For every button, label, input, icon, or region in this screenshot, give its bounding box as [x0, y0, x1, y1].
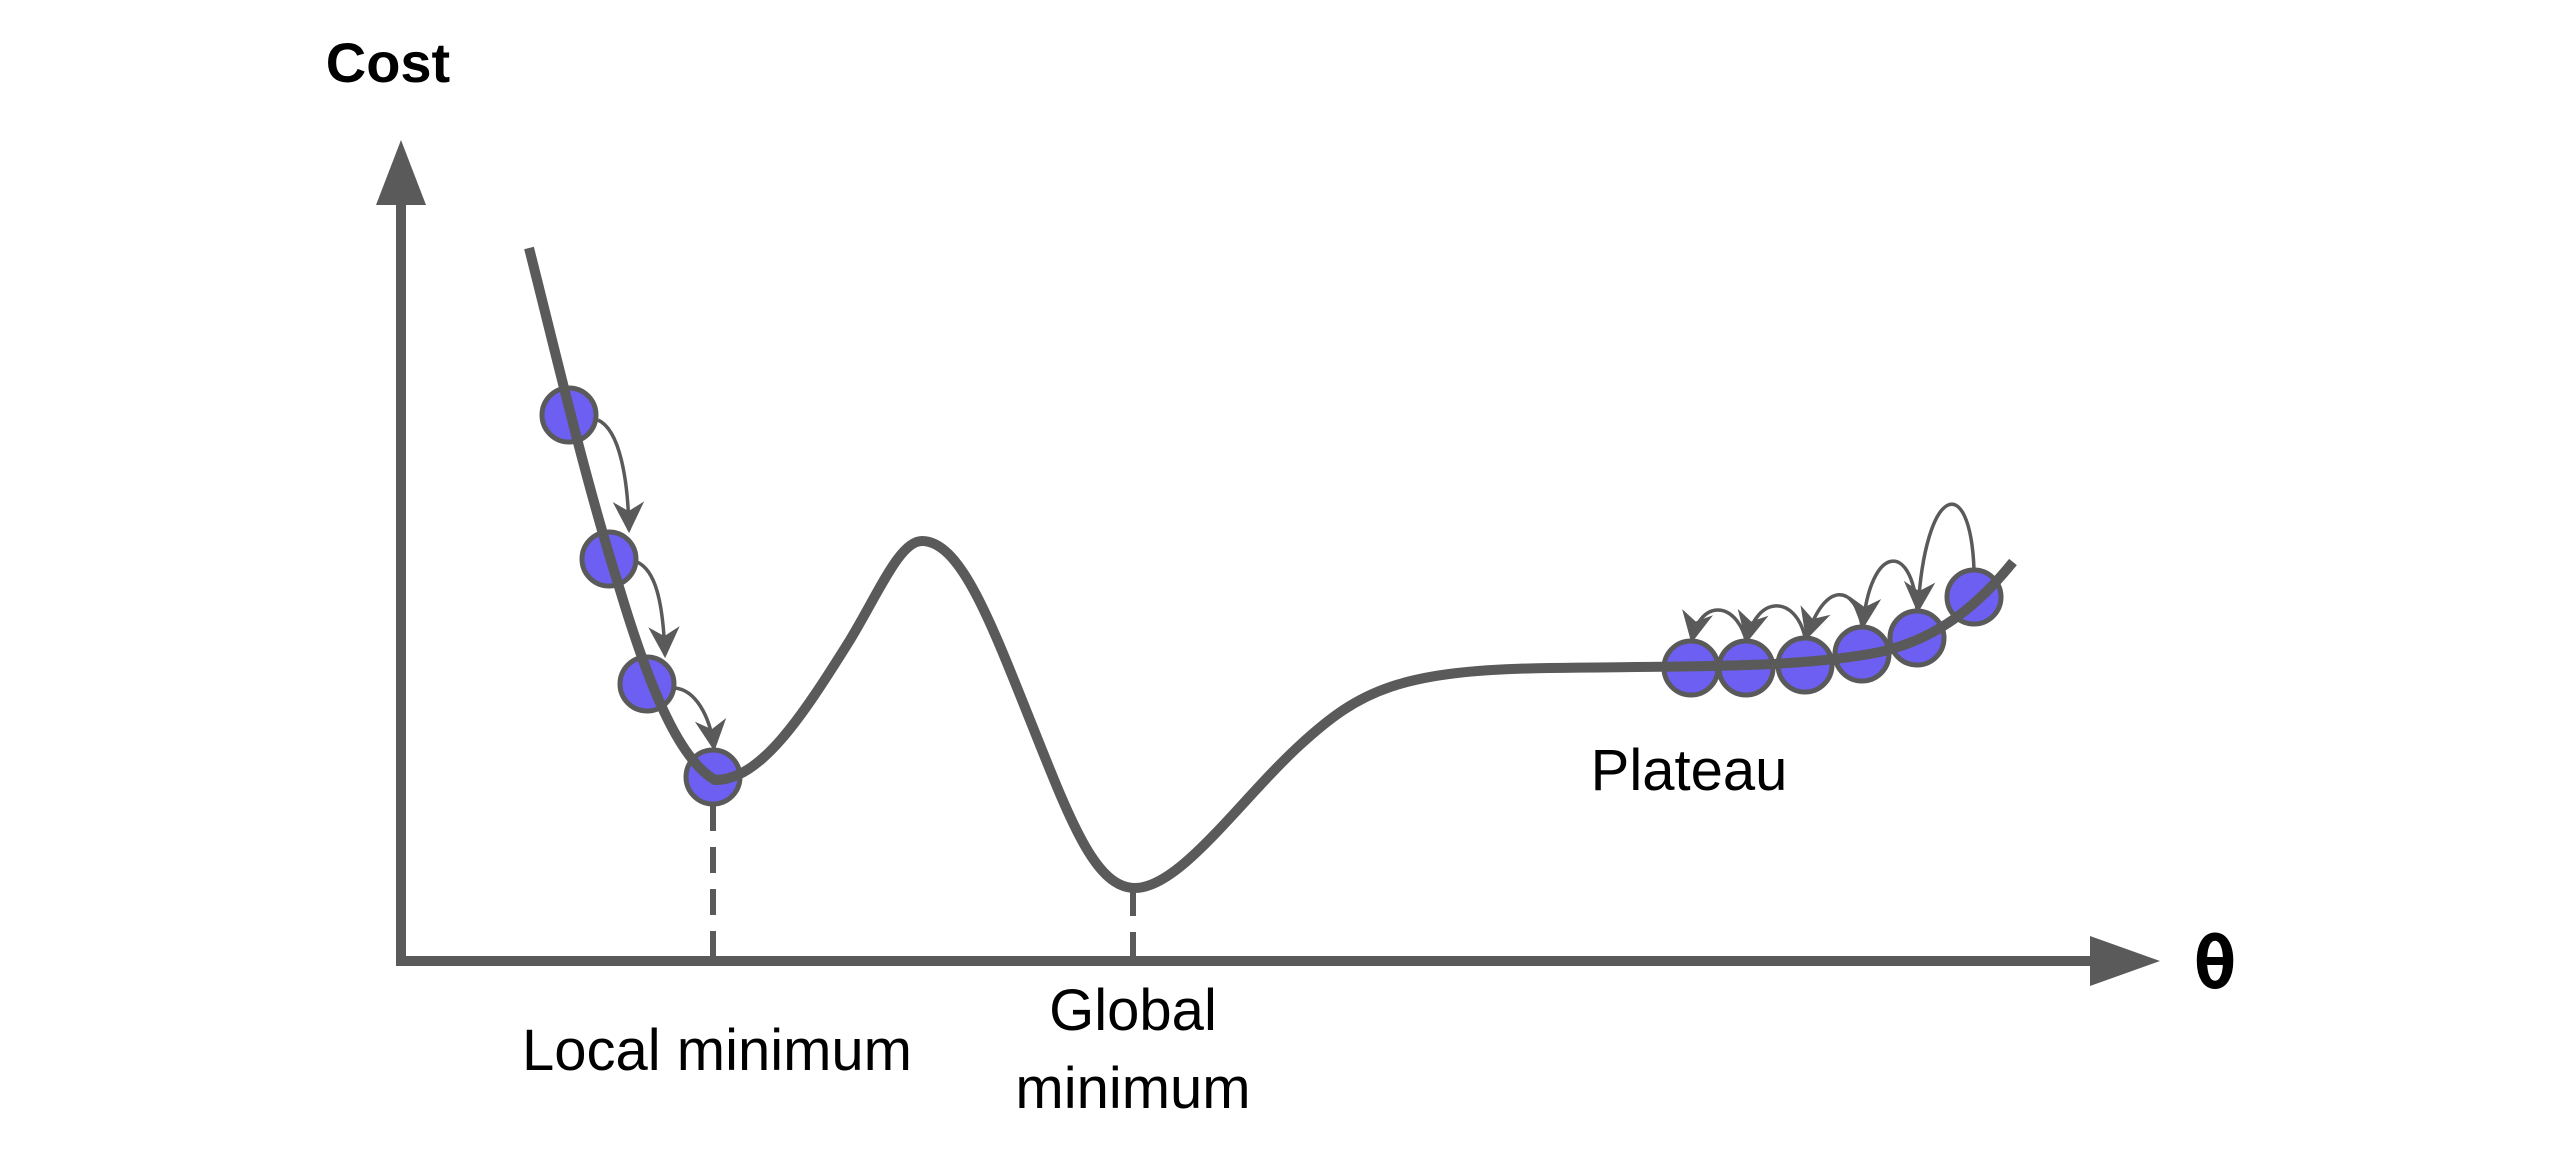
cost-curve	[524, 246, 2017, 894]
local-minimum-label: Local minimum	[522, 1018, 912, 1083]
y-axis-arrowhead	[376, 140, 426, 205]
global-minimum-label-line1: Global	[1049, 978, 1217, 1043]
step-arrow	[674, 686, 727, 752]
x-axis-arrowhead	[2090, 936, 2160, 986]
x-axis-label: θ	[2193, 921, 2236, 1005]
y-axis-label: Cost	[326, 31, 450, 94]
plateau-label: Plateau	[1591, 738, 1788, 803]
curve-through-balls	[529, 248, 2013, 888]
step-arrow	[1903, 502, 1976, 614]
step-arrow	[1737, 604, 1807, 644]
global-minimum-label-line2: minimum	[1015, 1056, 1250, 1121]
step-arrows	[597, 418, 1976, 752]
step-arrow	[636, 560, 680, 659]
step-arrow	[1682, 608, 1748, 644]
step-arrow	[597, 418, 645, 534]
